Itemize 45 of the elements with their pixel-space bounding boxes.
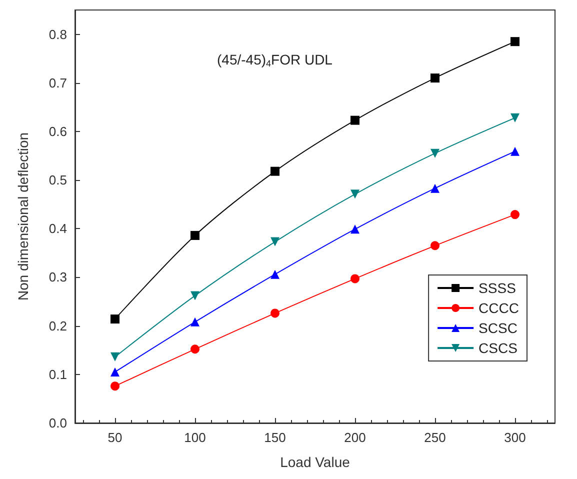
point: [270, 270, 280, 279]
point: [430, 184, 440, 193]
point: [190, 291, 200, 300]
point: [430, 241, 440, 250]
point: [350, 224, 360, 234]
point: [270, 237, 280, 246]
y-tick-label: 0.2: [48, 318, 67, 334]
legend-label: SCSC: [478, 320, 518, 336]
point: [510, 113, 520, 122]
point: [270, 308, 280, 318]
point: [510, 37, 520, 46]
x-tick-label: 50: [108, 430, 122, 445]
x-tick-label: 300: [504, 430, 526, 445]
point: [190, 230, 200, 240]
point: [270, 166, 280, 176]
legend-label: CSCS: [478, 340, 518, 356]
x-tick-label: 100: [184, 430, 206, 445]
x-tick-label: 150: [264, 430, 286, 445]
point: [350, 190, 360, 199]
legend-label: CCCC: [478, 300, 520, 316]
point: [350, 274, 360, 284]
y-tick-label: 0.7: [48, 75, 67, 90]
y-tick-label: 0.6: [48, 124, 67, 139]
point: [350, 116, 360, 125]
legend-label: SSSS: [478, 280, 516, 296]
y-axis-title: Non dimensional deflection: [15, 132, 31, 301]
x-tick-label: 250: [424, 430, 446, 445]
point: [190, 344, 200, 354]
point: [430, 74, 440, 83]
point: [110, 367, 120, 376]
y-tick-label: 0.0: [48, 416, 67, 430]
y-tick-label: 0.8: [48, 26, 67, 42]
y-tick-label: 0.3: [48, 270, 67, 285]
y-tick-label: 0.1: [48, 366, 67, 382]
point: [190, 317, 200, 326]
point: [110, 352, 120, 362]
point: [510, 146, 520, 156]
point: [110, 314, 120, 324]
x-tick-label: 200: [344, 430, 366, 445]
point: [510, 210, 520, 220]
x-axis-title: Load Value: [280, 454, 350, 470]
point: [110, 382, 120, 391]
y-tick-label: 0.4: [48, 221, 67, 236]
y-tick-label: 0.5: [48, 172, 67, 188]
point: [430, 148, 440, 158]
